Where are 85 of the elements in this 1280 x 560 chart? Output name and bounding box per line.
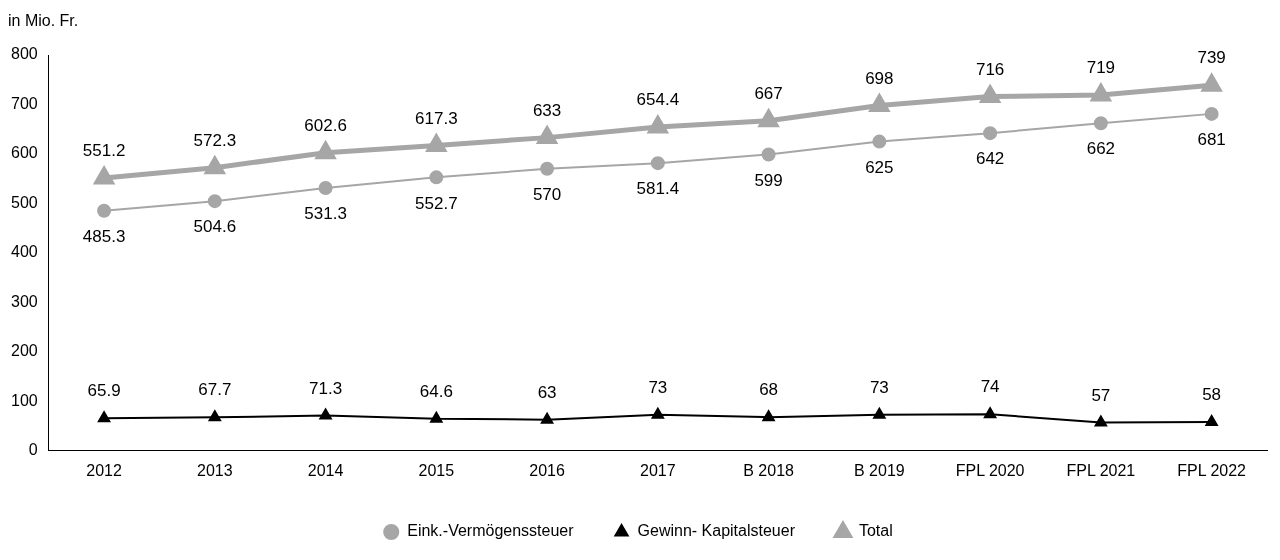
point bbox=[761, 147, 776, 162]
x-tick-label: 2012 bbox=[86, 461, 122, 479]
point bbox=[540, 161, 555, 176]
data-label: 625 bbox=[865, 157, 894, 177]
point bbox=[430, 411, 443, 423]
data-label: 57 bbox=[1091, 385, 1111, 405]
data-label: 719 bbox=[1086, 58, 1116, 78]
data-label: 552.7 bbox=[415, 193, 458, 213]
y-tick-label: 200 bbox=[10, 342, 38, 360]
point bbox=[97, 203, 112, 218]
y-tick-label: 500 bbox=[10, 193, 38, 211]
point bbox=[425, 132, 448, 152]
data-label: 74 bbox=[980, 377, 1000, 397]
point bbox=[1089, 82, 1112, 102]
point bbox=[650, 156, 665, 171]
data-label: 572.3 bbox=[193, 130, 237, 150]
point bbox=[1204, 106, 1219, 121]
point bbox=[651, 407, 665, 419]
y-tick-label: 800 bbox=[10, 45, 38, 63]
y-tick-label: 400 bbox=[10, 243, 38, 261]
point bbox=[983, 407, 997, 419]
x-tick-label: B 2018 bbox=[743, 461, 795, 479]
point bbox=[872, 134, 887, 149]
y-tick-label: 300 bbox=[10, 292, 38, 310]
legend-label: Total bbox=[858, 522, 893, 540]
data-label: 485.3 bbox=[82, 226, 126, 246]
data-label: 681 bbox=[1197, 130, 1226, 150]
x-tick-label: FPL 2022 bbox=[1177, 461, 1247, 479]
data-label: 570 bbox=[532, 184, 562, 204]
data-label: 599 bbox=[754, 170, 783, 190]
data-label: 65.9 bbox=[87, 381, 121, 401]
data-label: 667 bbox=[754, 83, 783, 103]
x-tick-label: 2017 bbox=[640, 461, 676, 479]
data-label: 581.4 bbox=[636, 179, 680, 199]
data-label: 531.3 bbox=[304, 204, 347, 224]
data-label: 58 bbox=[1202, 385, 1222, 405]
y-axis-title: in Mio. Fr. bbox=[8, 12, 79, 30]
point bbox=[1094, 415, 1108, 427]
x-tick-label: 2014 bbox=[307, 461, 344, 479]
data-label: 654.4 bbox=[636, 90, 680, 110]
x-tick-label: FPL 2021 bbox=[1066, 461, 1136, 479]
data-label: 73 bbox=[869, 377, 889, 397]
y-tick-label: 0 bbox=[28, 441, 38, 459]
data-label: 551.2 bbox=[82, 141, 126, 161]
x-tick-label: FPL 2020 bbox=[955, 461, 1025, 479]
point bbox=[93, 165, 116, 185]
point bbox=[319, 408, 332, 420]
data-label: 67.7 bbox=[198, 380, 232, 400]
point bbox=[540, 412, 554, 424]
data-label: 63 bbox=[537, 382, 557, 402]
point bbox=[318, 180, 333, 195]
data-label: 642 bbox=[975, 149, 1005, 169]
data-label: 617.3 bbox=[415, 108, 458, 128]
data-label: 698 bbox=[865, 68, 894, 88]
point bbox=[983, 126, 998, 141]
point bbox=[1205, 415, 1218, 427]
x-tick-label: 2016 bbox=[529, 461, 565, 479]
data-label: 68 bbox=[759, 380, 779, 400]
y-tick-label: 700 bbox=[10, 94, 38, 112]
point bbox=[873, 407, 886, 419]
x-tick-label: 2013 bbox=[197, 461, 233, 479]
data-label: 504.6 bbox=[193, 217, 237, 237]
y-tick-label: 600 bbox=[10, 144, 38, 162]
point bbox=[429, 170, 444, 185]
data-label: 739 bbox=[1197, 48, 1226, 68]
legend-label: Gewinn- Kapitalsteuer bbox=[637, 522, 796, 540]
point bbox=[762, 410, 775, 422]
y-tick-label: 100 bbox=[10, 391, 38, 409]
point bbox=[97, 411, 111, 423]
data-label: 64.6 bbox=[419, 382, 453, 402]
data-label: 602.6 bbox=[304, 115, 347, 135]
data-label: 73 bbox=[648, 377, 668, 397]
x-tick-label: B 2019 bbox=[854, 461, 905, 479]
point bbox=[646, 114, 669, 134]
point bbox=[208, 410, 222, 422]
legend-label: Eink.-Vermögenssteuer bbox=[407, 522, 575, 540]
data-label: 662 bbox=[1086, 139, 1116, 159]
point bbox=[1200, 72, 1223, 92]
data-label: 71.3 bbox=[309, 378, 343, 398]
data-label: 716 bbox=[975, 59, 1005, 79]
point bbox=[868, 92, 891, 112]
point bbox=[207, 194, 222, 209]
data-label: 633 bbox=[532, 100, 562, 120]
point bbox=[1093, 116, 1108, 131]
x-tick-label: 2015 bbox=[418, 461, 455, 479]
